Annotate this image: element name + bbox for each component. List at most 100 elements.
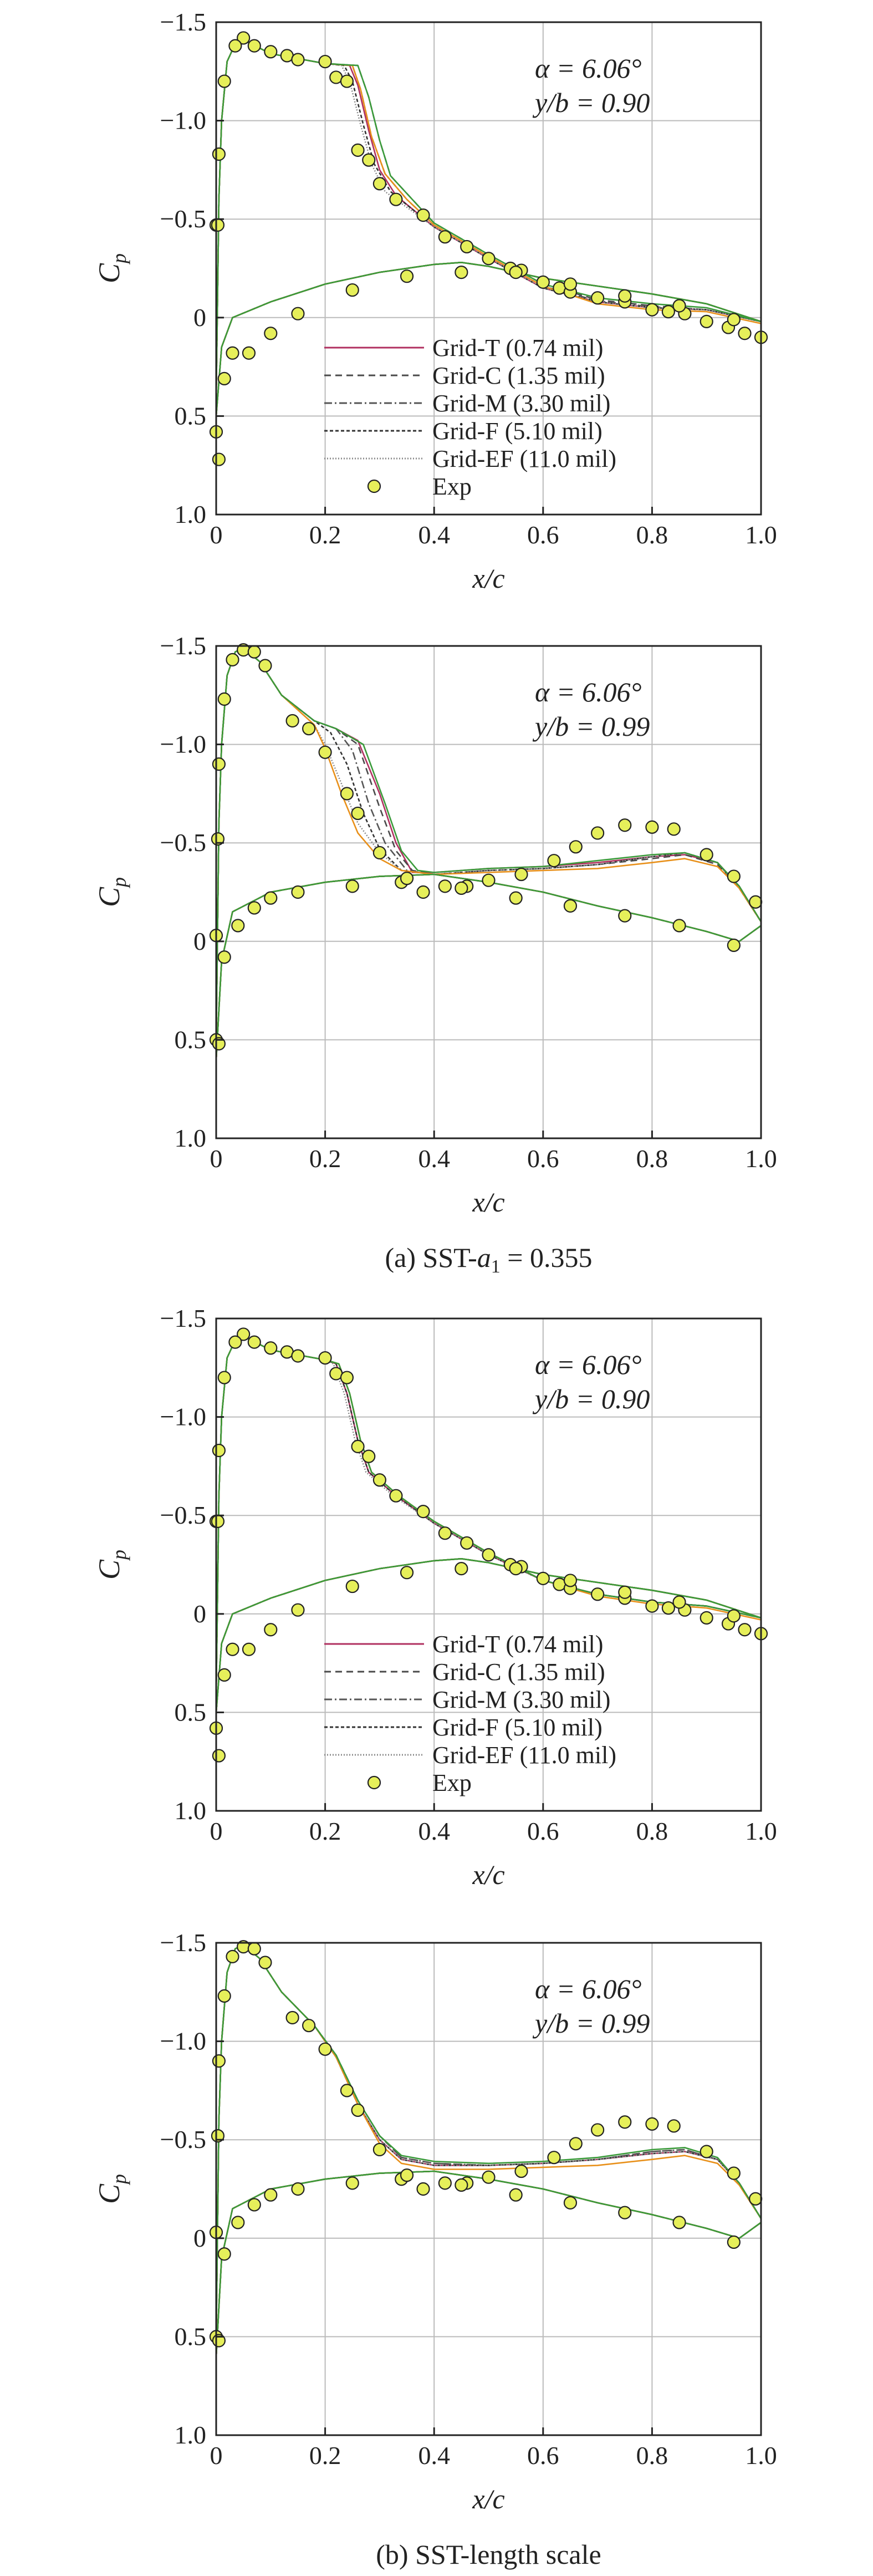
exp-point [700,848,713,862]
exp-point [563,2196,578,2210]
caption-text: (a) SST- [385,1242,477,1273]
y-tick-label: 0 [193,1600,206,1628]
x-tick-label: 0.6 [527,521,559,549]
exp-point [211,218,225,232]
exp-point [569,840,583,854]
exp-point [563,1574,578,1587]
figure-caption: (b) SST-length scale [376,2539,601,2570]
exp-point [661,1601,675,1615]
exp-point [727,1609,741,1623]
exp-point [318,2042,332,2056]
exp-point [460,1536,474,1550]
x-axis-label: x/c [472,1187,504,1218]
exp-point [226,653,239,666]
condition-annotation: y/b = 0.90 [532,1383,650,1414]
exp-point [618,818,632,832]
x-axis-label: x/c [472,1859,504,1890]
exp-point [291,307,305,320]
exp-point [645,1599,659,1613]
x-tick-label: 0 [210,1144,223,1173]
x-tick-label: 0 [210,2441,223,2470]
exp-point [351,2103,365,2117]
x-tick-label: 1.0 [745,1144,777,1173]
y-axis-label-main: C [93,887,126,907]
x-tick-label: 1.0 [745,2441,777,2470]
y-tick-label: −1.5 [160,632,206,660]
exp-point [217,1371,231,1384]
exp-point [563,277,578,291]
exp-point [318,745,332,759]
exp-point [217,371,231,386]
series-line-lower [215,1558,762,1713]
exp-point [247,1942,261,1956]
exp-point [700,1611,713,1625]
legend-entry: Grid-M (3.30 mil) [432,390,610,417]
legend-entry: Grid-EF (11.0 mil) [432,445,616,472]
exp-point [618,909,632,923]
exp-point [482,252,496,266]
legend-entry: Grid-T (0.74 mil) [432,1631,603,1658]
exp-point [228,39,242,53]
exp-point [738,1623,752,1637]
y-tick-label: 0 [193,927,206,955]
exp-point [242,346,256,360]
exp-point [212,1749,226,1763]
exp-point [258,659,272,673]
y-tick-label: −0.5 [160,205,206,233]
y-tick-label: −1.0 [160,1403,206,1431]
y-tick-label: −0.5 [160,828,206,857]
exp-point [514,867,528,882]
exp-point [231,2216,245,2229]
legend-entry: Grid-F (5.10 mil) [432,418,603,445]
exp-point [340,74,354,88]
y-axis-label-main: C [93,2183,126,2204]
exp-point [667,822,681,836]
exp-point [547,2151,561,2165]
exp-point [727,938,741,953]
legend-entry: Exp [432,473,472,500]
exp-point [264,891,278,905]
x-tick-label: 0.2 [309,1817,341,1845]
exp-point [400,269,414,283]
exp-point [645,303,659,317]
exp-point [590,2123,605,2137]
exp-point [514,2164,528,2178]
exp-point [340,2084,354,2098]
series-line-upper [215,1335,762,1693]
exp-point [416,885,430,899]
exp-point [291,1603,305,1617]
exp-point [590,291,605,305]
y-tick-label: 0 [193,303,206,332]
legend-swatch-marker [367,479,381,493]
exp-point [672,2216,686,2229]
y-tick-label: −1.5 [160,1928,206,1957]
y-tick-label: 0.5 [175,401,207,430]
exp-point [264,45,278,59]
exp-point [667,2119,681,2133]
exp-point [700,2145,713,2158]
condition-annotation: α = 6.06° [535,1973,641,2004]
x-tick-label: 0.2 [309,2441,341,2470]
x-tick-label: 0.8 [636,1817,668,1845]
exp-point [590,826,605,840]
exp-point [217,1668,231,1682]
y-tick-label: 0.5 [175,2322,207,2350]
y-axis-label-main: C [93,1559,126,1580]
exp-point [247,2198,261,2212]
caption-text: (b) SST-length scale [376,2539,601,2570]
x-tick-label: 0 [210,1817,223,1845]
condition-annotation: y/b = 0.90 [532,87,650,118]
exp-point [318,1351,332,1365]
legend-entry: Grid-C (1.35 mil) [432,1658,605,1686]
exp-point [226,346,239,360]
exp-point [482,1548,496,1562]
legend-swatch-marker [367,1775,381,1790]
exp-point [700,314,713,329]
exp-point [455,2178,468,2192]
exp-point [264,2188,278,2202]
exp-point [389,1489,403,1503]
condition-annotation: y/b = 0.99 [532,2008,650,2039]
exp-point [247,39,261,53]
chart-panel-2: 0 0.2 0.4 0.6 0.8 1.0 −1.5 −1.0 −0.5 0 0.5 1.0 x/c Cp… [93,632,777,1277]
